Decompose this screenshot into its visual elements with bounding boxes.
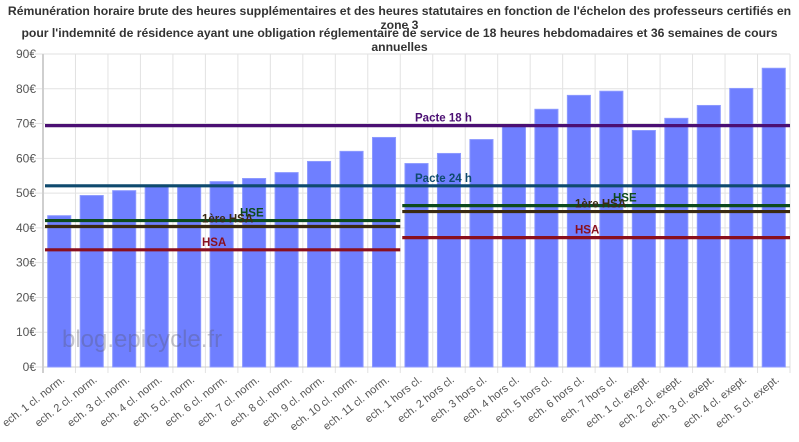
reference-line-label: HSE (613, 193, 637, 205)
bar (404, 163, 429, 368)
watermark: blog.epicycle.fr (62, 326, 223, 353)
y-tick-label: 70€ (16, 117, 36, 131)
reference-line-label: Pacte 24 h (415, 173, 472, 185)
bar (339, 150, 364, 368)
bar (729, 87, 754, 368)
y-tick-label: 40€ (16, 221, 36, 235)
bar (79, 195, 104, 368)
bar (307, 160, 332, 368)
y-tick-label: 30€ (16, 256, 36, 270)
bar (566, 94, 591, 368)
chart-title-line-2: pour l'indemnité de résidence ayant une … (21, 26, 778, 54)
reference-line-label: 1ère HSA (202, 213, 253, 225)
bar (371, 136, 397, 368)
reference-line-label: Pacte 18 h (415, 113, 472, 125)
bar (469, 139, 494, 368)
bar (664, 117, 689, 368)
reference-line-label: HSE (240, 208, 264, 220)
y-tick-label: 50€ (16, 186, 36, 200)
bar (274, 172, 299, 368)
y-tick-label: 80€ (16, 82, 36, 96)
y-tick-label: 90€ (16, 47, 36, 61)
bar (761, 67, 786, 368)
bar (47, 215, 72, 368)
reference-line-label: HSA (202, 237, 226, 249)
chart-title-line-1: Rémunération horaire brute des heures su… (7, 4, 792, 32)
bar (501, 125, 526, 368)
y-tick-label: 10€ (16, 325, 36, 339)
reference-line-label: HSA (575, 225, 599, 237)
bar (112, 190, 137, 368)
y-axis: 0€ 10€ 20€ 30€ 40€ 50€ 60€ 70€ 80€ 90€ (16, 47, 36, 374)
bar (631, 130, 656, 368)
bar (599, 90, 624, 368)
y-tick-label: 60€ (16, 151, 36, 165)
x-axis: ech. 1 cl. norm.ech. 2 cl. norm.ech. 3 c… (0, 374, 781, 434)
reference-line-label: 1ère HSA (575, 199, 626, 211)
y-tick-label: 0€ (23, 360, 37, 374)
y-tick-label: 20€ (16, 290, 36, 304)
